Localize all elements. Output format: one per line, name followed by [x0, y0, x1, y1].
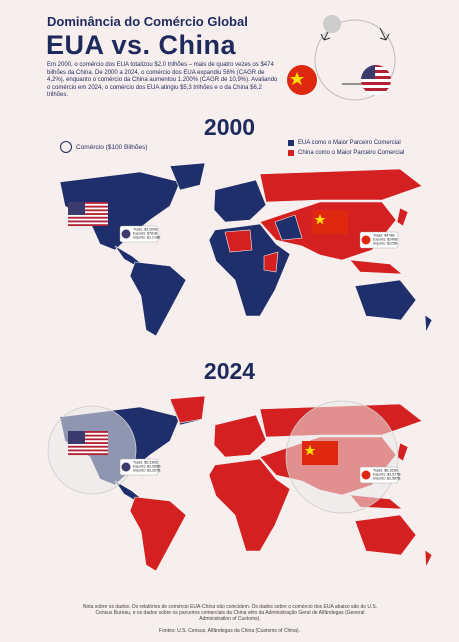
legend-us: EUA como o Maior Parceiro Comercial: [288, 140, 401, 146]
country-region: [224, 229, 253, 253]
legend-label: EUA como o Maior Parceiro Comercial: [298, 140, 401, 146]
country-region: [169, 395, 206, 424]
flag-stripe: [68, 442, 108, 444]
callout-text: Imports: $2,587B: [373, 477, 401, 481]
flag-stripe: [361, 76, 391, 79]
callout-text: Imports: $225B: [373, 242, 398, 246]
flag-stripe: [68, 224, 108, 227]
description: Em 2000, o comércio dos EUA totalizou $2…: [47, 62, 278, 99]
country-region: [213, 179, 267, 223]
us-flag-circle: [361, 65, 391, 95]
country-region: [349, 259, 403, 275]
flag-star: [304, 445, 316, 456]
flag-stripe: [361, 70, 391, 73]
callout-box: [359, 231, 399, 249]
callout-text: Trade: $5,330B: [133, 461, 158, 465]
header-graphic: [287, 15, 396, 101]
legend-label: China como o Maior Parceiro Comercial: [298, 150, 405, 156]
flag-stripe: [68, 431, 108, 433]
flag-stripe: [68, 445, 108, 448]
country-region: [129, 496, 187, 572]
callout-text: Trade: $474B: [373, 234, 395, 238]
flag-canton: [361, 65, 375, 79]
country-region: [213, 414, 267, 458]
callout-text: Imports: $3,267B: [133, 469, 161, 473]
legend-swatch: [288, 140, 294, 146]
country-region: [396, 207, 409, 227]
callout-text: Exports: $3,577B: [373, 473, 401, 477]
legend-china: China como o Maior Parceiro Comercial: [288, 150, 404, 156]
callout-flag: [361, 235, 371, 245]
sources: Fontes: U.S. Census, Alfândegas da China…: [159, 628, 300, 634]
country-region: [274, 214, 303, 241]
callout-box: [119, 225, 159, 243]
flag-stripe: [68, 202, 108, 204]
flag-stripe: [68, 216, 108, 219]
legend-swatch: [288, 150, 294, 156]
callout-text: Exports: $781B: [133, 232, 158, 236]
callout-text: Imports: $1,218B: [133, 236, 161, 240]
title: Dominância do Comércio Global: [47, 14, 248, 29]
flag-canton: [68, 202, 85, 215]
legend-trade: Comércio ($100 Bilhões): [60, 141, 148, 153]
flag-stripe: [361, 82, 391, 85]
legend-label: Comércio ($100 Bilhões): [76, 143, 148, 151]
china-flag-circle: [287, 65, 317, 95]
flag-stripe: [68, 213, 108, 215]
callout-text: Trade: $2,000B: [133, 228, 158, 232]
trade-circle: [285, 400, 399, 514]
callout-flag: [121, 229, 131, 239]
flag-star: [290, 72, 304, 85]
callout-flag: [121, 462, 131, 472]
country-region: [169, 162, 206, 191]
flag-stripe: [68, 438, 108, 441]
callout-flag: [361, 470, 371, 480]
country-region: [354, 514, 417, 556]
country-region: [259, 168, 423, 203]
cycle-ring: [314, 19, 396, 101]
flag-stripe: [68, 453, 108, 456]
subtitle: EUA vs. China: [46, 30, 237, 60]
flag-stripe: [361, 88, 391, 91]
arrow: [379, 27, 390, 41]
callout-box: [119, 458, 159, 476]
country-region: [354, 279, 417, 321]
country-region: [208, 458, 291, 552]
legend-ring: [60, 141, 72, 153]
flag-stripe: [68, 434, 108, 437]
globe-icon: [323, 15, 341, 33]
country-region: [424, 549, 433, 569]
country-region: [263, 251, 279, 273]
flag-stripe: [68, 449, 108, 452]
callout-text: Trade: $6,163B: [373, 469, 398, 473]
flag-star: [314, 214, 326, 225]
flag-field: [361, 65, 391, 95]
data-note: Nota sobre os dados: Os relatórios de co…: [82, 604, 378, 622]
flag-stripe: [68, 205, 108, 208]
year-heading: 2024: [203, 358, 256, 384]
callout-box: [359, 466, 399, 484]
flag-canton: [68, 431, 85, 444]
country-region: [424, 314, 433, 334]
year-heading: 2000: [203, 114, 256, 140]
country-region: [129, 261, 187, 337]
country-region: [396, 442, 409, 462]
callout-text: Exports: $2,065B: [133, 465, 161, 469]
flag-stripe: [361, 65, 391, 67]
flag-stripe: [68, 220, 108, 223]
flag-stripe: [68, 209, 108, 212]
callout-text: Exports: $249B: [373, 238, 398, 242]
